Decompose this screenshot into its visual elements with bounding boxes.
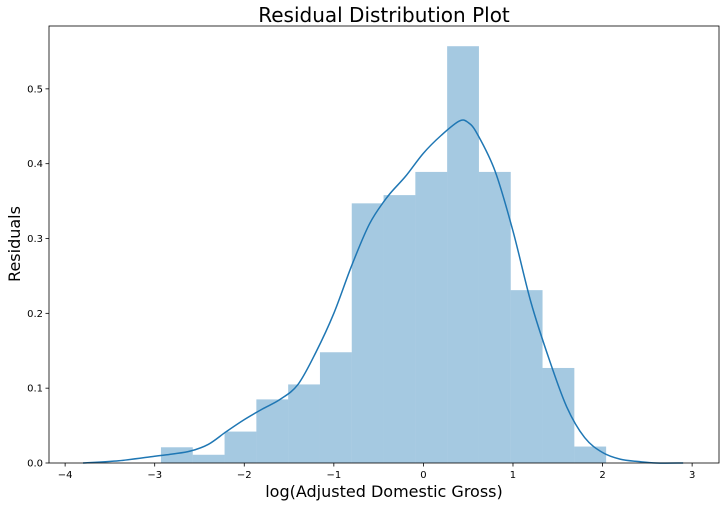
histogram-bar: [288, 384, 320, 463]
histogram-bar: [478, 171, 511, 464]
y-tick-label: 0.4: [27, 159, 43, 170]
x-tick-label: 3: [689, 470, 695, 481]
x-tick-label: 2: [599, 470, 605, 481]
x-tick-label: −2: [237, 470, 252, 481]
histogram-bar: [447, 46, 479, 463]
histogram-bar: [351, 203, 384, 463]
x-tick-label: 0: [420, 470, 426, 481]
histogram-bar: [319, 352, 352, 463]
histogram-bar: [192, 454, 225, 463]
histogram-bar: [224, 431, 257, 463]
chart-title: Residual Distribution Plot: [258, 3, 510, 27]
y-axis-label: Residuals: [5, 206, 24, 282]
histogram-bar: [510, 290, 543, 463]
y-tick-label: 0.0: [27, 459, 43, 470]
kde-curve: [82, 119, 684, 464]
x-axis-label: log(Adjusted Domestic Gross): [265, 482, 503, 501]
x-tick-label: −1: [326, 470, 341, 481]
histogram-bar: [415, 171, 448, 464]
x-tick-label: −4: [58, 470, 73, 481]
x-axis-ticks: −4 −3 −2 −1 0 1 2 3: [58, 463, 695, 481]
plot-frame: [48, 25, 720, 464]
histogram-bar: [160, 447, 193, 463]
y-tick-label: 0.3: [27, 234, 43, 245]
histogram-bar: [383, 195, 416, 463]
x-tick-label: −3: [147, 470, 162, 481]
y-tick-label: 0.1: [27, 384, 43, 395]
histogram-bar: [542, 367, 575, 463]
histogram-bar: [574, 446, 607, 463]
y-tick-label: 0.5: [27, 84, 43, 95]
y-tick-label: 0.2: [27, 309, 43, 320]
x-tick-label: 1: [510, 470, 516, 481]
histogram-bars: [160, 46, 607, 464]
y-axis-ticks: 0.0 0.1 0.2 0.3 0.4 0.5: [27, 84, 49, 470]
